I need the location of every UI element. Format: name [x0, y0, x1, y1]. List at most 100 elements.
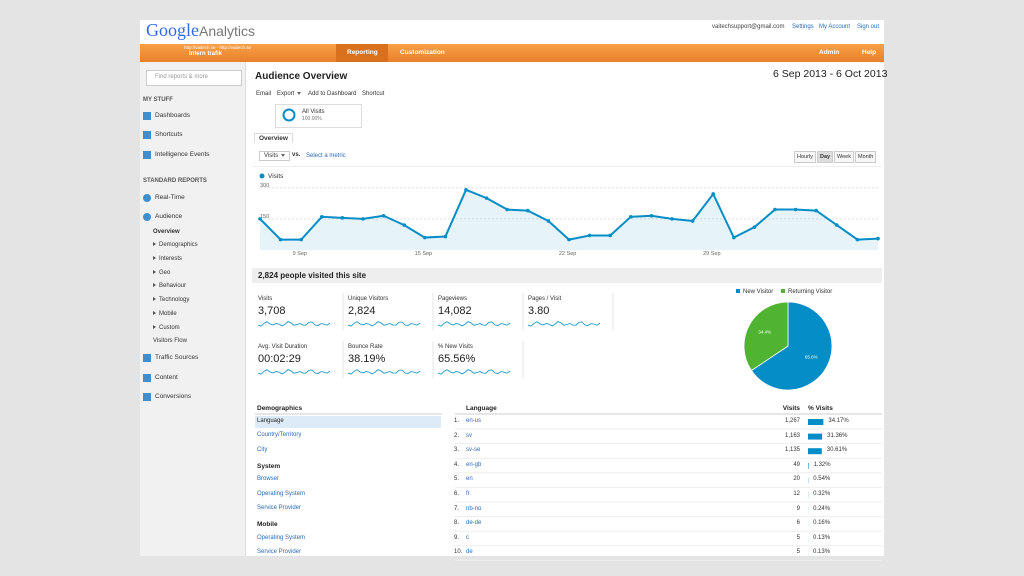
language-row-highlight [255, 416, 441, 428]
row-rank: 4. [454, 461, 460, 468]
x-tick-label: 29 Sep [703, 251, 720, 257]
row-visits: 5 [796, 534, 800, 541]
demo-link[interactable]: Browser [257, 476, 280, 482]
x-tick-label: 22 Sep [559, 251, 576, 257]
nav-tab[interactable]: Customization [400, 49, 445, 56]
sparkline [437, 321, 511, 327]
granularity-button[interactable]: Day [817, 151, 834, 163]
nav-tab[interactable]: Reporting [347, 49, 378, 56]
demo-link[interactable]: Operating System [257, 535, 306, 541]
header-link[interactable]: Settings [792, 24, 814, 30]
segment-box[interactable] [275, 104, 362, 128]
demo-link[interactable]: Operating System [257, 491, 306, 497]
granularity-button[interactable]: Week [834, 151, 854, 163]
language-link[interactable]: sv-se [466, 447, 481, 454]
nav-icon [143, 151, 151, 159]
row-visits: 1,135 [784, 447, 800, 454]
toolbar-button[interactable]: Export [277, 91, 302, 97]
nav-item[interactable]: Content [155, 374, 178, 381]
nav-subitem[interactable]: Behaviour [153, 283, 186, 289]
point [649, 213, 654, 218]
caret [281, 153, 286, 157]
metric-label: Unique Visitors [348, 296, 389, 302]
nav-item[interactable]: Real-Time [155, 194, 185, 201]
language-link[interactable]: de [466, 549, 473, 556]
language-link[interactable]: de-de [466, 520, 482, 527]
search-placeholder[interactable]: Find reports & more [155, 74, 209, 80]
date-range[interactable]: 6 Sep 2013 - 6 Oct 2013 [773, 68, 888, 80]
nav-icon [143, 131, 151, 139]
demo-link[interactable]: Service Provider [257, 505, 302, 511]
property-view[interactable]: Intern trafik [189, 51, 223, 57]
language-link[interactable]: fr [466, 491, 470, 497]
language-link[interactable]: en-us [466, 418, 482, 424]
row-rank: 1. [454, 418, 460, 424]
search-box[interactable] [146, 70, 242, 86]
nav-subitem[interactable]: Interests [153, 256, 182, 262]
pie-slice [750, 301, 833, 391]
granularity-button[interactable]: Month [855, 151, 877, 163]
nav-item[interactable]: Traffic Sources [155, 354, 199, 361]
nav-link[interactable]: Admin [819, 49, 840, 56]
demo-link[interactable]: Country/Territory [257, 432, 302, 438]
nav-subitem[interactable]: Demographics [153, 242, 198, 248]
nav-subitem[interactable]: Mobile [153, 311, 177, 317]
nav-item[interactable]: Audience [155, 213, 183, 220]
metric-value: 14,082 [438, 305, 472, 317]
language-link[interactable]: en-gb [466, 461, 482, 468]
header-link[interactable]: Sign out [857, 24, 880, 30]
metric-label: Bounce Rate [348, 344, 383, 350]
nav-subitem[interactable]: Overview [153, 229, 180, 235]
nav-subitem[interactable]: Visitors Flow [153, 338, 187, 344]
header-link[interactable]: My Account [819, 24, 851, 30]
nav-item[interactable]: Shortcuts [155, 131, 183, 138]
metric-value: 3.80 [528, 305, 550, 317]
point [752, 225, 757, 229]
nav-subitem[interactable]: Technology [153, 297, 189, 303]
area [260, 189, 878, 250]
demo-link[interactable]: Service Provider [257, 549, 302, 555]
nav-icon [143, 213, 151, 221]
table-header: Visits [782, 405, 800, 412]
expand-arrow [153, 297, 156, 302]
point [526, 208, 530, 213]
row-pct: 0.24% [813, 505, 831, 512]
nav-icon [143, 374, 151, 382]
row-rank: 8. [454, 520, 460, 527]
pct-bar [808, 448, 822, 455]
nav-item[interactable]: Intelligence Events [155, 151, 210, 158]
logo-google: Google [146, 20, 199, 40]
toolbar-button[interactable]: Email [256, 91, 272, 97]
language-link[interactable]: sv [466, 432, 472, 439]
row-pct: 34.17% [828, 418, 849, 424]
overview-tab[interactable]: Overview [254, 133, 293, 143]
language-link[interactable]: en [466, 476, 473, 483]
nav-subitem[interactable]: Geo [153, 270, 170, 276]
toolbar-button[interactable]: Add to Dashboard [308, 91, 357, 97]
nav-icon [143, 194, 151, 202]
logo-analytics: Analytics [199, 23, 256, 39]
language-link[interactable]: c [466, 534, 469, 541]
point [629, 215, 633, 219]
point [278, 237, 283, 242]
point [423, 235, 427, 240]
nav-item[interactable]: Conversions [155, 393, 192, 400]
language-link[interactable]: nb-no [466, 505, 482, 512]
section-heading: MY STUFF [143, 97, 173, 103]
legend-marker [259, 173, 265, 179]
nav-item[interactable]: Dashboards [155, 112, 191, 119]
metric-select[interactable]: Visits [259, 151, 291, 161]
toolbar-button[interactable]: Shortcut [362, 91, 385, 97]
granularity-button[interactable]: Hourly [794, 151, 816, 163]
nav-subitem[interactable]: Custom [153, 325, 180, 331]
demo-link[interactable]: Language [257, 418, 284, 424]
expand-arrow [153, 283, 156, 288]
summary: 2,824 people visited this site [258, 271, 367, 280]
nav-link[interactable]: Help [862, 49, 877, 56]
select-metric[interactable]: Select a metric [306, 153, 346, 159]
legend-label: New Visitor [743, 289, 773, 295]
sparkline [347, 369, 421, 375]
demo-link[interactable]: City [257, 447, 268, 453]
row-pct: 0.32% [813, 491, 831, 497]
